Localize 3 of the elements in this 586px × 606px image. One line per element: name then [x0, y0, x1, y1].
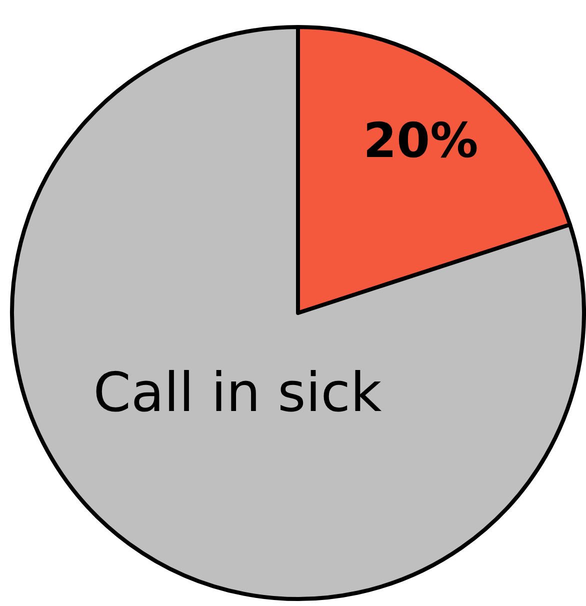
- slice-label: Call in sick: [93, 361, 382, 424]
- data-label: 20%: [363, 113, 478, 170]
- pie-slice: [10, 25, 586, 601]
